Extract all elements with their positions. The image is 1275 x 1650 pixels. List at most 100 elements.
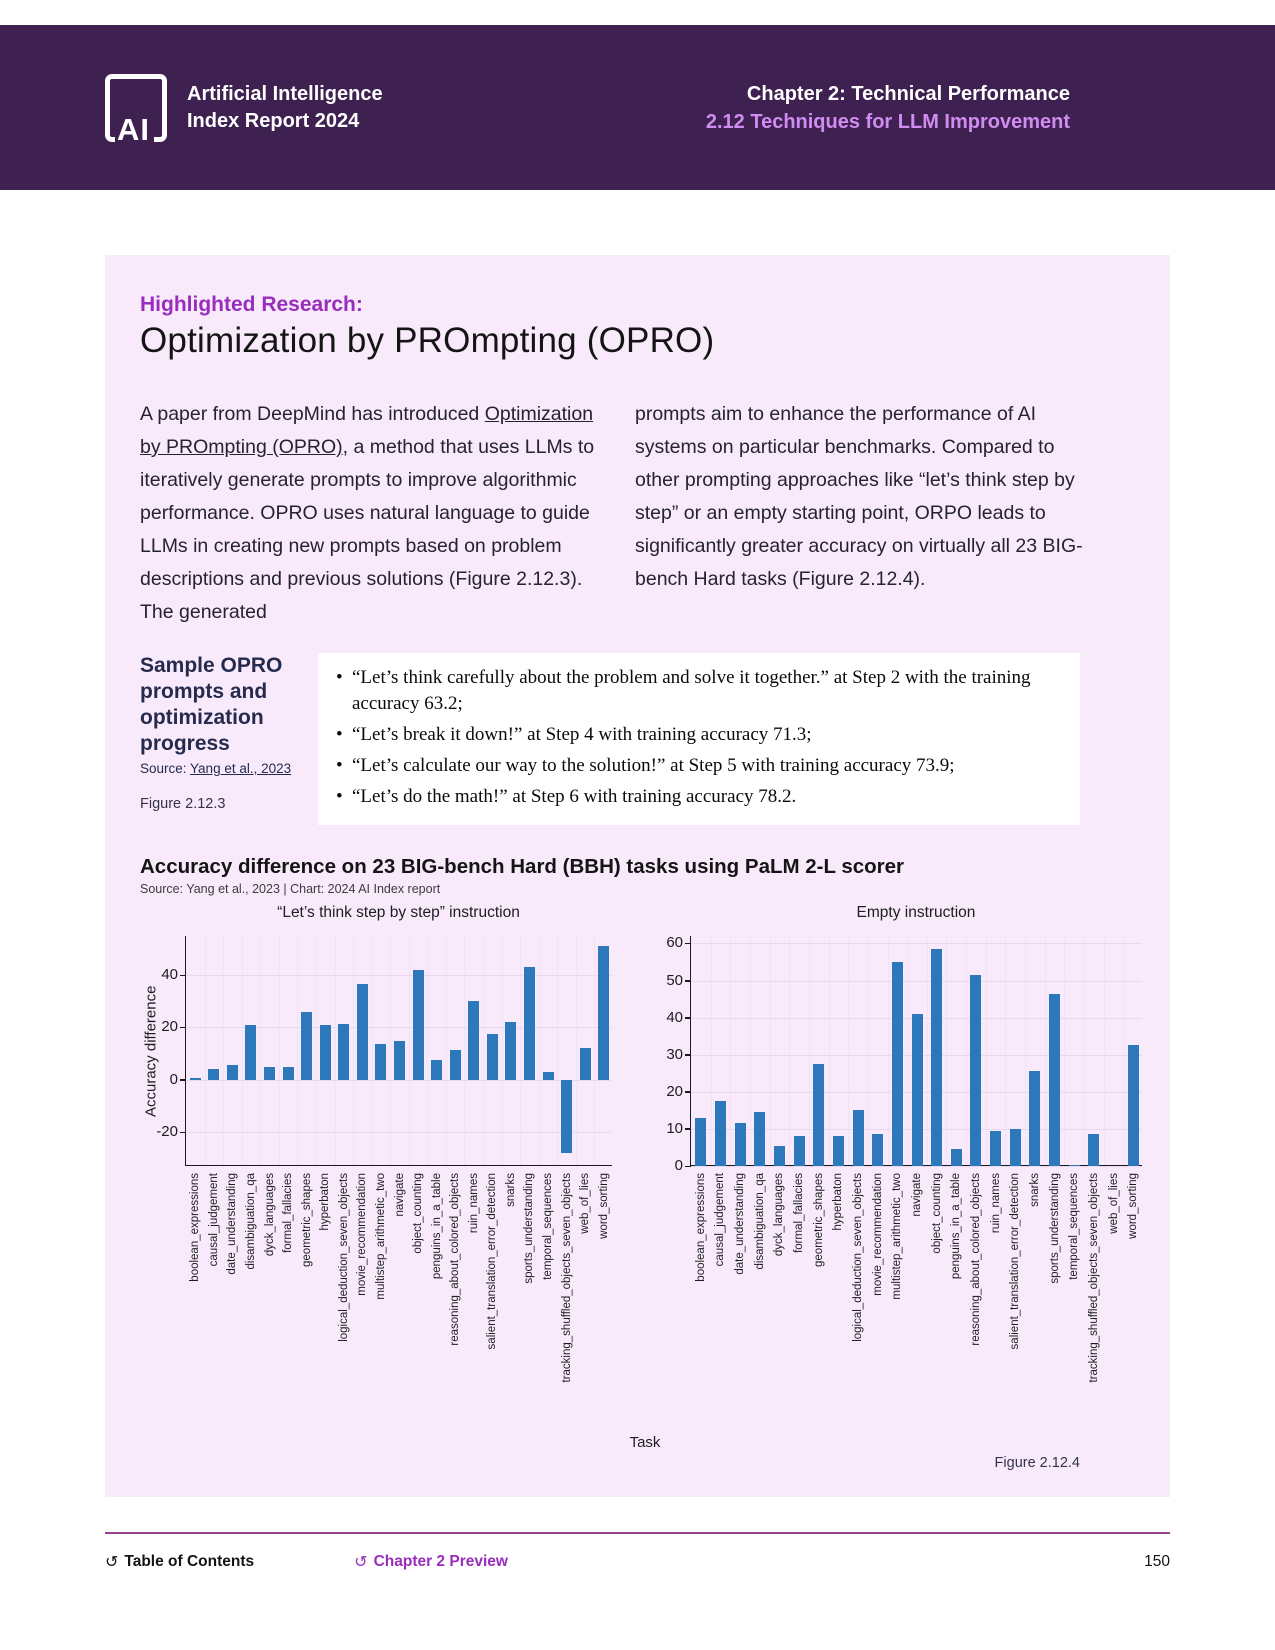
x-tick-label: hyperbaton — [832, 1173, 845, 1231]
gridline-vertical — [427, 936, 429, 1165]
chapter-2-preview-link[interactable]: ↺ Chapter 2 Preview — [354, 1552, 508, 1572]
brand: AI Artificial Intelligence Index Report … — [105, 73, 383, 147]
gridline-vertical — [408, 936, 410, 1165]
gridline-vertical — [204, 936, 206, 1165]
bar — [245, 1024, 257, 1080]
x-tick-label: disambiguation_qa — [244, 1173, 257, 1270]
x-tick-label: causal_judgement — [714, 1173, 727, 1267]
section-title: 2.12 Techniques for LLM Improvement — [705, 110, 1070, 133]
highlighted-research-kicker: Highlighted Research: — [140, 293, 363, 316]
y-tick-label: 10 — [666, 1119, 683, 1137]
gridline-vertical — [926, 936, 928, 1165]
bar — [970, 974, 982, 1166]
gridline-vertical — [966, 936, 968, 1165]
bar — [208, 1069, 220, 1080]
bar — [486, 1034, 498, 1080]
x-tick-label: snarks — [1028, 1173, 1041, 1207]
x-tick-label: snarks — [504, 1173, 517, 1207]
x-tick-label: tracking_shuffled_objects_seven_objects — [1087, 1173, 1100, 1383]
bar — [375, 1044, 387, 1080]
x-tick-label: date_understanding — [226, 1173, 239, 1275]
table-of-contents-link[interactable]: ↺ Table of Contents — [105, 1552, 254, 1572]
y-tick-mark — [685, 1054, 691, 1056]
opro-link[interactable]: Optimization by PROmpting (OPRO) — [140, 403, 594, 458]
x-tick-label: movie_recommendation — [356, 1173, 369, 1296]
x-tick-label: boolean_expressions — [189, 1173, 202, 1282]
gridline-vertical — [1064, 936, 1066, 1165]
gridline-vertical — [445, 936, 447, 1165]
gridline-vertical — [848, 936, 850, 1165]
bar — [226, 1065, 238, 1080]
x-tick-label: temporal_sequences — [1068, 1173, 1081, 1280]
brand-line2: Index Report 2024 — [187, 109, 360, 132]
gridline-vertical — [1103, 936, 1105, 1165]
x-tick-label: penguins_in_a_table — [950, 1173, 963, 1280]
gridline-horizontal — [186, 1027, 612, 1029]
x-tick-label: word_sorting — [1127, 1173, 1140, 1239]
y-tick-label: 60 — [666, 934, 683, 952]
brand-line1: Artificial Intelligence — [187, 82, 383, 105]
return-arrow-icon: ↺ — [105, 1554, 119, 1571]
x-tick-label: penguins_in_a_table — [430, 1173, 443, 1280]
bar-charts: Accuracy difference Task Figure 2.12.4 “… — [140, 900, 1150, 1478]
bar — [734, 1123, 746, 1166]
bar — [468, 1001, 480, 1080]
y-tick-label: 30 — [666, 1045, 683, 1063]
toc-label: Table of Contents — [124, 1553, 255, 1570]
footer-divider — [105, 1532, 1170, 1534]
figure-2-12-3-label: Figure 2.12.3 — [140, 796, 226, 812]
gridline-vertical — [1044, 936, 1046, 1165]
x-tick-label: logical_deduction_seven_objects — [852, 1173, 865, 1342]
plot-empty-instruction: 0 10 20 30 40 50 60 boolean_expressions causal_j… — [666, 934, 1142, 1382]
bar — [990, 1130, 1002, 1166]
x-tick-label: dyck_languages — [773, 1173, 786, 1257]
y-tick-mark — [180, 1026, 186, 1029]
content-panel: Highlighted Research: Optimization by PR… — [105, 255, 1170, 1497]
bar — [1009, 1128, 1021, 1166]
bar — [714, 1101, 726, 1166]
gridline-vertical — [887, 936, 889, 1165]
gridline-horizontal — [691, 1166, 1142, 1167]
y-tick-label: 40 — [666, 1008, 683, 1026]
header: AI Artificial Intelligence Index Report … — [0, 25, 1275, 190]
gridline-horizontal — [186, 1132, 612, 1134]
figure-2-12-3-sidebar: Sample OPRO prompts and optimization pro… — [140, 653, 315, 812]
gridline-vertical — [520, 936, 522, 1165]
bar — [911, 1013, 923, 1166]
ai-index-logo-icon: AI — [105, 73, 167, 147]
chart-title: Accuracy difference on 23 BIG-bench Hard… — [140, 855, 905, 878]
y-tick-mark — [685, 980, 691, 982]
gridline-vertical — [241, 936, 243, 1165]
bar — [189, 1078, 201, 1080]
bar — [1127, 1045, 1139, 1166]
y-tick-mark — [685, 942, 691, 945]
y-tick-label: 20 — [666, 1082, 683, 1100]
gridline-vertical — [260, 936, 262, 1165]
gridline-vertical — [334, 936, 336, 1165]
chart-subtitle: “Let’s think step by step” instruction — [277, 904, 520, 921]
bar — [852, 1110, 864, 1166]
brand-text: Artificial Intelligence Index Report 202… — [187, 81, 383, 135]
gridline-vertical — [907, 936, 909, 1165]
x-tick-label: sports_understanding — [523, 1173, 536, 1284]
gridline-vertical — [371, 936, 373, 1165]
body-column-2: prompts aim to enhance the performance o… — [635, 403, 1083, 590]
gridline-vertical — [501, 936, 503, 1165]
col1-pre-text: A paper from DeepMind has introduced — [140, 403, 485, 425]
gridline-vertical — [1084, 936, 1086, 1165]
y-tick-mark — [685, 1017, 691, 1019]
bar — [950, 1149, 962, 1166]
gridline-vertical — [769, 936, 771, 1165]
source-link[interactable]: Yang et al., 2023 — [190, 761, 292, 776]
gridline-vertical — [538, 936, 540, 1165]
bar — [412, 969, 424, 1080]
x-tick-label: temporal_sequences — [542, 1173, 555, 1280]
bar — [264, 1066, 276, 1080]
x-tick-label: sports_understanding — [1048, 1173, 1061, 1284]
bar — [793, 1136, 805, 1166]
x-tick-label: tracking_shuffled_objects_seven_objects — [560, 1173, 573, 1383]
opro-prompt-item: “Let’s think carefully about the problem… — [334, 665, 1060, 717]
gridline-vertical — [867, 936, 869, 1165]
gridline-vertical — [315, 936, 317, 1165]
x-tick-label: formal_fallacies — [282, 1173, 295, 1253]
